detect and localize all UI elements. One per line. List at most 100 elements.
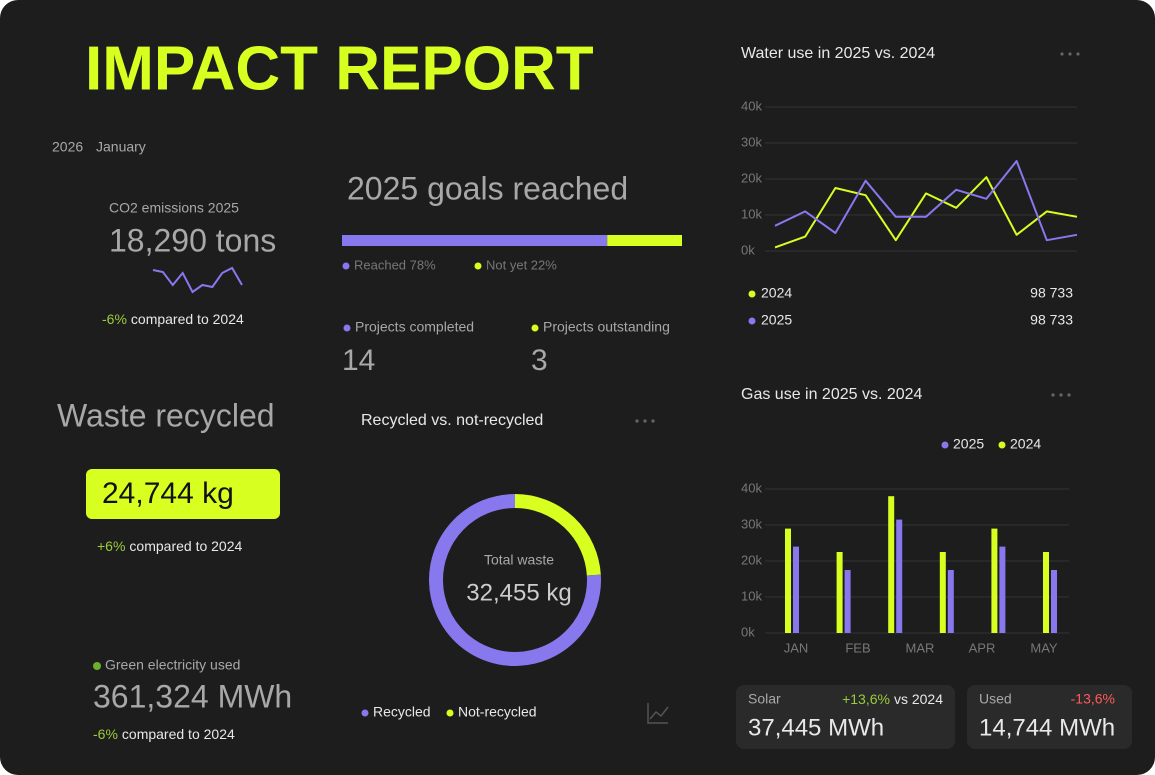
month: January [96,139,146,155]
electricity-label: Green electricity used [105,657,240,673]
bar [888,496,895,633]
y-tick-label: 30k [741,516,762,531]
progress-reached [342,235,608,246]
used-label: Used [979,691,1012,707]
solar-value: 37,445 MWh [748,714,884,741]
compare: vs 2024 [894,691,943,707]
x-tick-label: FEB [845,640,870,655]
legend-total: 98 733 [1030,312,1073,328]
bar [1043,552,1049,633]
menu-icon[interactable] [1051,393,1071,397]
y-tick-label: 0k [741,242,755,257]
change: -6% [93,726,118,742]
sparkline [152,266,243,294]
change: -6% [102,311,127,327]
gas-title: Gas use in 2025 vs. 2024 [741,386,923,403]
used-change: -13,6% [1071,691,1115,707]
recycling-title: Recycled vs. not-recycled [361,412,543,429]
legend-dot [474,262,482,270]
donut-segment [429,494,601,666]
y-tick-label: 40k [741,98,762,113]
goals-title: 2025 goals reached [347,170,628,206]
donut-label: Total waste [484,552,554,568]
legend-label: 2025 [761,312,792,328]
legend-dot [748,290,756,298]
legend-dot [446,709,454,717]
legend-total: 98 733 [1030,285,1073,301]
bar [785,528,791,633]
y-tick-label: 10k [741,588,762,603]
bar [999,546,1006,633]
used-card [967,685,1132,749]
legend-dot [342,262,350,270]
projects-outstanding-label: Projects outstanding [543,319,670,335]
compare: compared to 2024 [131,311,244,327]
solar-compare: +13,6% vs 2024 [842,691,943,707]
change: +13,6% [842,691,890,707]
bar [844,570,851,633]
donut-segment [514,494,601,576]
chart-icon[interactable] [647,703,668,724]
legend-dot [93,662,101,670]
x-tick-label: JAN [784,640,809,655]
bar [793,546,799,633]
line [774,176,1078,249]
compare: compared to 2024 [129,538,242,554]
y-tick-label: 30k [741,134,762,149]
legend-label: Recycled [373,704,431,720]
legend-not-yet: Not yet 22% [486,257,557,272]
electricity-value: 361,324 MWh [93,678,292,714]
bar [939,552,946,633]
co2-label: CO2 emissions 2025 [109,200,239,216]
projects-completed: 14 [342,344,375,377]
donut-value: 32,455 kg [466,579,571,606]
used-value: 14,744 MWh [979,714,1115,741]
bar [947,570,954,633]
compare: compared to 2024 [122,726,235,742]
y-tick-label: 20k [741,552,762,567]
x-tick-label: MAR [906,640,935,655]
legend-label: 2025 [953,436,984,452]
legend-label: 2024 [1010,436,1041,452]
legend-dot [531,324,539,332]
y-tick-label: 20k [741,170,762,185]
waste-value: 24,744 kg [102,477,234,510]
year: 2026 [52,139,83,155]
legend-dot [941,441,949,449]
y-tick-label: 10k [741,206,762,221]
projects-completed-label: Projects completed [355,319,474,335]
legend-label: Not-recycled [458,704,537,720]
water-title: Water use in 2025 vs. 2024 [741,45,935,62]
change: +6% [97,538,125,554]
chart-icon[interactable] [649,706,669,720]
legend-reached: Reached 78% [354,257,436,272]
x-tick-label: MAY [1030,640,1058,655]
legend-dot [343,324,351,332]
solar-card [736,685,955,749]
legend-dot [361,709,369,717]
legend-dot [998,441,1006,449]
waste-compare: +6% compared to 2024 [97,538,242,554]
co2-compare: -6% compared to 2024 [102,311,244,327]
line [774,160,1078,242]
co2-value: 18,290 tons [109,222,276,258]
y-tick-label: 0k [741,624,755,639]
x-tick-label: APR [969,640,996,655]
y-tick-label: 40k [741,480,762,495]
progress-not-yet [607,235,682,246]
bar [1051,570,1057,633]
title: IMPACT REPORT [85,34,594,103]
waste-box [86,469,280,519]
bar [896,519,903,633]
electricity-compare: -6% compared to 2024 [93,726,235,742]
bar [836,552,843,633]
waste-title: Waste recycled [57,397,275,433]
legend-label: 2024 [761,285,792,301]
projects-outstanding: 3 [531,344,548,377]
menu-icon[interactable] [635,419,655,423]
bar [991,528,998,633]
solar-label: Solar [748,691,781,707]
menu-icon[interactable] [1060,52,1080,56]
